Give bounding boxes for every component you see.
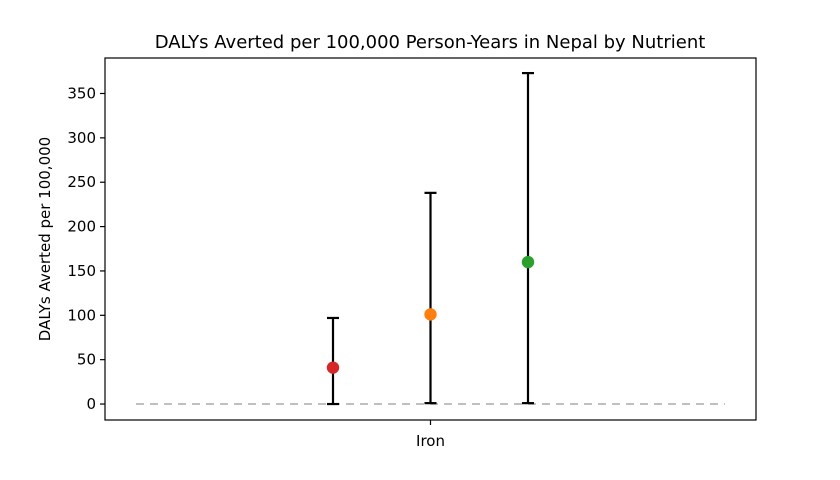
y-tick-label-0: 0 xyxy=(86,395,96,413)
y-tick-label-300: 300 xyxy=(67,129,96,147)
y-axis-label: DALYs Averted per 100,000 xyxy=(36,137,54,341)
plot-layer xyxy=(136,71,725,406)
y-tick-label-350: 350 xyxy=(67,84,96,102)
y-tick-label-50: 50 xyxy=(77,351,96,369)
data-point-1 xyxy=(326,361,340,374)
y-tick-label-100: 100 xyxy=(67,306,96,324)
x-tick-label-iron: Iron xyxy=(416,432,445,450)
y-tick-label-250: 250 xyxy=(67,173,96,191)
data-point-2 xyxy=(424,308,437,321)
chart-title: DALYs Averted per 100,000 Person-Years i… xyxy=(155,32,706,53)
data-point-3 xyxy=(521,255,535,269)
y-tick-label-150: 150 xyxy=(67,262,96,280)
y-tick-label-200: 200 xyxy=(67,218,96,236)
